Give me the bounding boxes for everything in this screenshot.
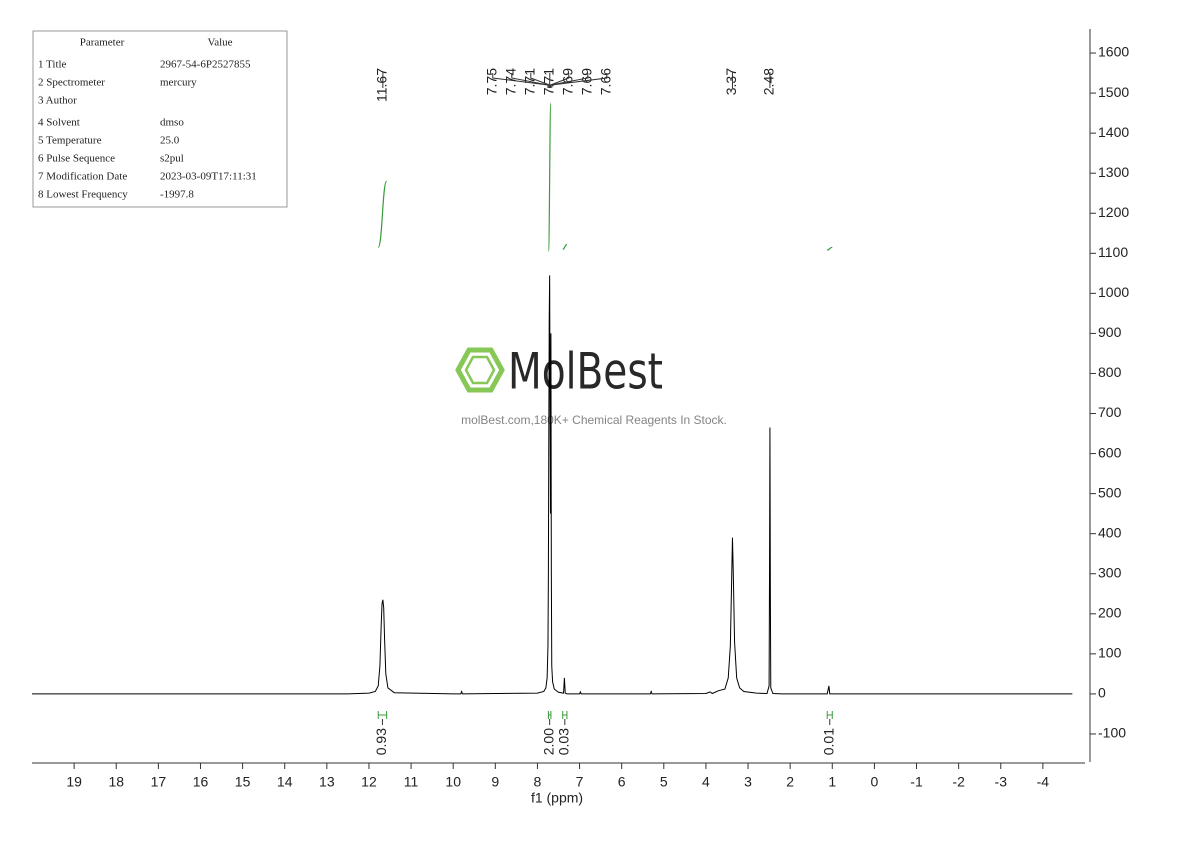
y-tick-label: 1000	[1098, 284, 1129, 300]
x-tick-label: 17	[151, 774, 167, 790]
table-header: Value	[207, 37, 232, 49]
parameter-table	[32, 30, 288, 208]
logo-ring	[464, 355, 496, 385]
x-tick-label: -2	[952, 774, 965, 790]
integral-curve	[827, 246, 833, 251]
x-tick-label: 8	[534, 774, 542, 790]
y-tick-label: 1500	[1098, 84, 1129, 100]
x-tick-label: 13	[319, 774, 335, 790]
peak-connector	[549, 73, 589, 88]
peak-label: 7.69	[578, 68, 594, 95]
param-name: 1 Title	[38, 59, 67, 71]
y-tick-label: 1300	[1098, 164, 1129, 180]
x-tick-label: 9	[491, 774, 499, 790]
integral-curve	[377, 180, 388, 248]
peak-label: 7.75	[483, 68, 499, 95]
peak-label: 2.48	[761, 68, 777, 95]
x-tick-label: -3	[995, 774, 1008, 790]
watermark-tagline: molBest.com,180K+ Chemical Reagents In S…	[461, 413, 727, 427]
integral-label: 2.00	[540, 728, 556, 755]
peak-label: 11.67	[374, 68, 390, 102]
integral-bracket	[547, 711, 552, 719]
y-tick-label: 1100	[1098, 244, 1128, 260]
param-name: 4 Solvent	[38, 117, 80, 129]
y-tick-label: 800	[1098, 364, 1122, 380]
y-tick-label: 1400	[1098, 124, 1129, 140]
param-value: -1997.8	[160, 189, 194, 201]
param-value: 25.0	[160, 135, 180, 147]
y-tick-label: 200	[1098, 605, 1122, 621]
y-tick-label: 0	[1098, 685, 1106, 701]
table-header: Parameter	[80, 37, 125, 49]
param-name: 6 Pulse Sequence	[38, 153, 115, 165]
x-tick-label: 14	[277, 774, 293, 790]
y-tick-label: -100	[1098, 725, 1126, 741]
watermark: MolBest molBest.com,180K+ Chemical Reage…	[455, 343, 727, 427]
x-tick-label: 4	[702, 774, 710, 790]
integral-label: 0.93	[373, 728, 389, 755]
integral-bracket	[826, 711, 833, 719]
x-tick-label: 7	[576, 774, 584, 790]
param-value: 2967-54-6P2527855	[160, 59, 251, 71]
x-tick-label: 5	[660, 774, 668, 790]
x-tick-label: 1	[828, 774, 836, 790]
param-name: 7 Modification Date	[38, 171, 127, 183]
peak-label: 7.66	[597, 68, 613, 95]
x-tick-label: 15	[235, 774, 251, 790]
y-tick-label: 1600	[1098, 44, 1129, 60]
param-name: 2 Spectrometer	[38, 77, 105, 89]
param-value: mercury	[160, 77, 197, 89]
x-tick-label: 6	[618, 774, 626, 790]
x-tick-label: 18	[108, 774, 124, 790]
y-tick-label: 1200	[1098, 204, 1129, 220]
y-tick-label: 100	[1098, 645, 1122, 661]
peak-label: 3.37	[723, 68, 739, 95]
param-name: 8 Lowest Frequency	[38, 189, 128, 201]
peak-label: 7.71	[540, 68, 556, 95]
integral-curve	[547, 102, 552, 252]
spectrum-line	[32, 275, 1073, 695]
y-tick-label: 700	[1098, 404, 1122, 420]
x-axis-label: f1 (ppm)	[531, 790, 583, 806]
x-tick-label: 19	[66, 774, 82, 790]
y-tick-label: 500	[1098, 484, 1122, 500]
param-name: 3 Author	[38, 95, 77, 107]
param-name: 5 Temperature	[38, 135, 102, 147]
integral-bracket	[562, 711, 568, 719]
logo-hexagon	[455, 347, 505, 393]
y-tick-label: 300	[1098, 564, 1122, 580]
x-tick-label: 11	[404, 774, 419, 790]
x-tick-label: 2	[786, 774, 794, 790]
x-tick-label: 3	[744, 774, 752, 790]
x-tick-label: 16	[193, 774, 209, 790]
peak-label: 7.74	[502, 68, 518, 95]
param-value: 2023-03-09T17:11:31	[160, 171, 257, 183]
x-tick-label: -4	[1037, 774, 1050, 790]
peak-connector	[511, 73, 549, 88]
y-tick-label: 400	[1098, 524, 1122, 540]
x-tick-label: -1	[910, 774, 923, 790]
y-tick-label: 600	[1098, 444, 1122, 460]
integral-bracket	[377, 711, 388, 719]
x-tick-label: 0	[871, 774, 879, 790]
integral-curve	[562, 243, 568, 250]
integral-label: 0.03	[556, 728, 572, 755]
peak-connector	[551, 73, 608, 88]
x-tick-label: 10	[445, 774, 461, 790]
y-tick-label: 900	[1098, 324, 1122, 340]
watermark-brand: MolBest	[508, 343, 663, 401]
x-tick-label: 12	[361, 774, 377, 790]
integral-label: 0.01	[820, 728, 836, 755]
peak-label: 7.71	[521, 68, 537, 95]
param-value: s2pul	[160, 153, 184, 165]
param-value: dmso	[160, 117, 184, 129]
